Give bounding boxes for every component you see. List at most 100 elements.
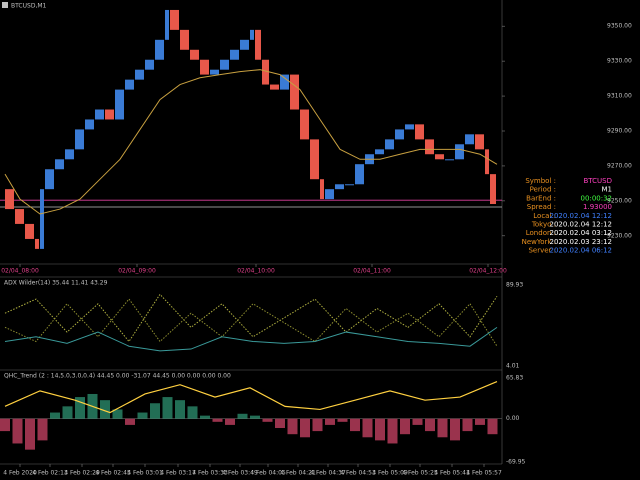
candle — [180, 29, 189, 50]
histogram-bar — [300, 418, 310, 438]
histogram-bar — [162, 397, 173, 419]
candle — [405, 124, 414, 130]
histogram-bar — [387, 418, 398, 444]
x-tick-label: 02/04_12:00 — [469, 268, 507, 275]
x-tick-label: 4 Feb 03:01 — [127, 470, 163, 477]
candle — [15, 209, 24, 224]
x-tick-label: 4 Feb 05:57 — [466, 470, 502, 477]
histogram-bar — [37, 418, 48, 441]
info-value: 2020.02.04 12:12 — [550, 212, 612, 220]
candle — [5, 189, 14, 210]
info-label: Tokyo : — [531, 221, 556, 229]
x-tick-label: 4 Feb 05:25 — [402, 470, 438, 477]
candle — [325, 189, 334, 200]
moving-average — [4, 69, 498, 215]
histogram-bar — [62, 406, 73, 419]
histogram-bar — [375, 418, 385, 441]
candle — [485, 149, 489, 175]
candle — [145, 59, 154, 70]
histogram-bar — [212, 418, 223, 422]
y-tick-label: 9270.00 — [607, 162, 632, 169]
y-tick-label: 65.83 — [506, 375, 523, 382]
info-label: BarEnd : — [526, 194, 556, 202]
candle — [250, 29, 254, 40]
candle — [105, 109, 114, 120]
candle — [125, 79, 134, 90]
candle — [170, 9, 179, 30]
histogram-bar — [287, 418, 298, 435]
y-tick-label: 9330.00 — [607, 58, 632, 65]
histogram-bar — [237, 413, 248, 419]
adx-title: ADX Wilder(14) 35.44 11.41 43.29 — [4, 280, 108, 287]
candle — [155, 39, 164, 60]
candle — [320, 179, 324, 200]
info-label: Spread : — [527, 203, 556, 211]
histogram-bar — [175, 400, 185, 419]
y-tick-label: 9310.00 — [607, 93, 632, 100]
candle — [435, 154, 444, 160]
y-tick-label: 4.01 — [506, 363, 520, 370]
candle — [335, 184, 344, 190]
histogram-bar — [337, 418, 348, 422]
y-tick-label: -69.95 — [506, 459, 526, 466]
histogram-bar — [312, 418, 323, 432]
histogram-bar — [462, 418, 473, 432]
y-tick-label: 0.00 — [506, 415, 520, 422]
y-tick-label: 9250.00 — [607, 197, 632, 204]
x-tick-label: 4 Feb 03:49 — [222, 470, 258, 477]
x-tick-label: 4 Feb 02:13 — [32, 470, 68, 477]
info-value: 2020.02.04 06:12 — [550, 247, 612, 255]
candle — [445, 159, 454, 161]
x-tick-label: 4 Feb 04:53 — [340, 470, 376, 477]
candle — [240, 39, 249, 50]
candle — [230, 49, 239, 60]
adx-line — [4, 326, 498, 352]
candle — [115, 89, 124, 120]
candle — [165, 9, 169, 40]
x-tick-label: 02/04_09:00 — [118, 268, 156, 275]
x-tick-label: 4 Feb 03:17 — [160, 470, 196, 477]
info-value: M1 — [602, 186, 613, 194]
info-label: London : — [526, 229, 556, 237]
candle — [385, 139, 394, 150]
candle — [25, 223, 34, 239]
histogram-bar — [137, 412, 148, 419]
info-label: NewYork : — [522, 238, 556, 246]
histogram-bar — [475, 418, 485, 425]
candle — [262, 59, 269, 85]
x-tick-label: 4 Feb 03:33 — [192, 470, 228, 477]
info-value: BTCUSD — [583, 177, 612, 185]
histogram-bar — [487, 418, 498, 435]
window-title: BTCUSD,M1 — [11, 3, 47, 10]
histogram-bar — [187, 406, 198, 419]
info-value: 1.93000 — [583, 203, 612, 211]
x-tick-label: 02/04_11:00 — [353, 268, 391, 275]
candle — [475, 134, 484, 150]
x-tick-label: 02/04_10:00 — [237, 268, 275, 275]
info-value: 2020.02.04 03:12 — [550, 229, 612, 237]
candle — [415, 124, 424, 140]
info-value: 00:00:32 — [581, 194, 612, 202]
candle — [190, 49, 199, 60]
candle — [395, 129, 404, 140]
y-tick-label: 9350.00 — [607, 23, 632, 30]
x-tick-label: 4 Feb 05:41 — [434, 470, 470, 477]
x-tick-label: 4 Feb 05:09 — [372, 470, 408, 477]
histogram-bar — [225, 418, 235, 425]
histogram-bar — [100, 400, 110, 419]
histogram-bar — [25, 418, 35, 450]
info-value: 2020.02.03 23:12 — [550, 238, 612, 246]
candle — [95, 109, 104, 120]
candle — [35, 238, 39, 249]
candle — [490, 174, 496, 205]
candle — [300, 109, 309, 140]
histogram-bar — [362, 418, 373, 438]
histogram-bar — [400, 418, 410, 435]
histogram-bar — [50, 412, 60, 419]
candle — [255, 29, 261, 60]
x-tick-label: 4 Feb 2020 — [3, 470, 37, 477]
histogram-bar — [262, 418, 273, 422]
y-tick-label: 9230.00 — [607, 232, 632, 239]
